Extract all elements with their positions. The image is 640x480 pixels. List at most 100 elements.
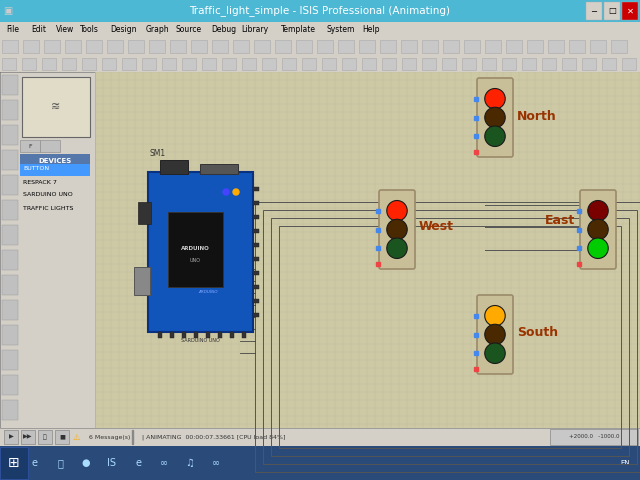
Bar: [138, 202, 151, 224]
Bar: [20, 140, 40, 152]
Bar: [253, 313, 259, 317]
Bar: [253, 229, 259, 233]
Bar: [282, 58, 296, 70]
Bar: [170, 40, 186, 53]
Bar: [122, 58, 136, 70]
Bar: [2, 150, 18, 170]
FancyBboxPatch shape: [477, 295, 513, 374]
Bar: [2, 225, 18, 245]
Bar: [0, 0, 640, 22]
Bar: [242, 58, 256, 70]
Bar: [62, 58, 76, 70]
Bar: [149, 40, 165, 53]
Circle shape: [588, 219, 608, 240]
Circle shape: [484, 88, 505, 109]
Text: +2000.0   -1000.0: +2000.0 -1000.0: [569, 434, 620, 440]
Circle shape: [484, 305, 505, 326]
Bar: [422, 58, 436, 70]
Bar: [255, 202, 640, 472]
Bar: [464, 40, 480, 53]
Text: Tools: Tools: [81, 25, 99, 35]
Bar: [2, 125, 18, 145]
Bar: [302, 58, 316, 70]
Text: ARDUÍNO: ARDUÍNO: [198, 290, 218, 294]
Text: ▣: ▣: [3, 6, 13, 16]
Bar: [233, 40, 249, 53]
Bar: [443, 40, 459, 53]
Text: □: □: [608, 7, 616, 15]
Bar: [279, 226, 621, 448]
Text: Graph: Graph: [146, 25, 169, 35]
Text: ≋: ≋: [51, 102, 61, 112]
Circle shape: [387, 219, 407, 240]
Bar: [253, 215, 259, 219]
Text: Traffic_light_simple - ISIS Professional (Animating): Traffic_light_simple - ISIS Professional…: [189, 6, 451, 16]
Bar: [86, 40, 102, 53]
Bar: [218, 332, 222, 338]
Bar: [611, 40, 627, 53]
Circle shape: [484, 343, 505, 363]
Bar: [182, 58, 196, 70]
Bar: [230, 332, 234, 338]
Text: System: System: [327, 25, 355, 35]
Bar: [212, 40, 228, 53]
Text: ∞: ∞: [212, 458, 220, 468]
Text: Template: Template: [281, 25, 316, 35]
Text: F: F: [28, 144, 32, 148]
Bar: [23, 40, 39, 53]
Bar: [342, 58, 356, 70]
Bar: [2, 75, 18, 95]
Bar: [44, 40, 60, 53]
Text: TRAFFIC LIGHTS: TRAFFIC LIGHTS: [23, 205, 74, 211]
Circle shape: [233, 189, 239, 195]
Text: ⏸: ⏸: [43, 434, 47, 440]
Bar: [2, 275, 18, 295]
Text: Edit: Edit: [31, 25, 46, 35]
Text: ∞: ∞: [160, 458, 168, 468]
Bar: [422, 40, 438, 53]
Bar: [462, 58, 476, 70]
Text: 6 Message(s): 6 Message(s): [89, 434, 131, 440]
Bar: [359, 40, 375, 53]
Bar: [222, 58, 236, 70]
Text: | ANIMATING  00:00:07.33661 [CPU load 84%]: | ANIMATING 00:00:07.33661 [CPU load 84%…: [142, 434, 285, 440]
Circle shape: [484, 107, 505, 128]
Text: RESPACK 7: RESPACK 7: [23, 180, 57, 184]
Circle shape: [588, 238, 608, 259]
Bar: [322, 58, 336, 70]
Bar: [132, 430, 133, 444]
Bar: [253, 257, 259, 261]
Bar: [202, 58, 216, 70]
Bar: [194, 332, 198, 338]
Bar: [2, 300, 18, 320]
Text: IS: IS: [108, 458, 116, 468]
Bar: [148, 172, 253, 332]
Bar: [102, 58, 116, 70]
Circle shape: [484, 324, 505, 345]
Bar: [4, 430, 18, 444]
Text: ▶: ▶: [8, 434, 13, 440]
Circle shape: [387, 201, 407, 221]
Bar: [562, 58, 576, 70]
Text: e: e: [135, 458, 141, 468]
Bar: [317, 40, 333, 53]
Text: ■: ■: [59, 434, 65, 440]
Bar: [271, 218, 629, 456]
Text: South: South: [517, 325, 558, 338]
Bar: [95, 72, 640, 428]
Text: Source: Source: [175, 25, 202, 35]
Bar: [134, 267, 150, 295]
Bar: [253, 243, 259, 247]
FancyBboxPatch shape: [477, 78, 513, 157]
Text: Debug: Debug: [211, 25, 236, 35]
Bar: [522, 58, 536, 70]
Bar: [20, 154, 90, 167]
Bar: [253, 299, 259, 303]
Text: e: e: [31, 458, 37, 468]
Bar: [604, 2, 620, 20]
Bar: [2, 40, 18, 53]
Text: EN: EN: [620, 460, 630, 466]
Text: BUTTON: BUTTON: [23, 167, 49, 171]
Bar: [0, 446, 640, 480]
Bar: [550, 429, 638, 445]
